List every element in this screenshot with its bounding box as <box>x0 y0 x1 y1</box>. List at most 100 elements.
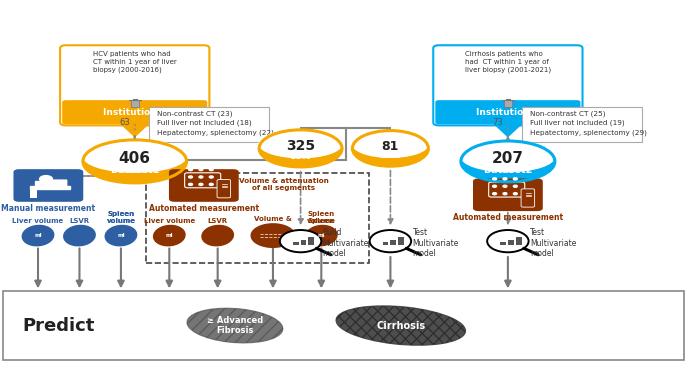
Circle shape <box>503 193 507 195</box>
Ellipse shape <box>251 224 295 247</box>
Text: Test
Multivariate
model: Test Multivariate model <box>530 228 576 258</box>
FancyBboxPatch shape <box>383 242 388 245</box>
Text: Liver volume: Liver volume <box>12 217 64 223</box>
Circle shape <box>209 168 214 171</box>
Text: ml: ml <box>317 233 325 238</box>
Text: Non-contrast CT (25): Non-contrast CT (25) <box>530 110 605 117</box>
Text: 81: 81 <box>381 140 399 153</box>
FancyBboxPatch shape <box>390 240 396 245</box>
FancyBboxPatch shape <box>522 107 642 142</box>
Text: Non-contrast CT (23): Non-contrast CT (23) <box>157 110 232 117</box>
Text: Automated measurement: Automated measurement <box>149 204 259 213</box>
Text: Liver volume: Liver volume <box>144 217 195 223</box>
Text: ml: ml <box>117 233 125 238</box>
FancyBboxPatch shape <box>149 107 269 142</box>
Text: ml: ml <box>165 233 173 238</box>
Text: Full liver not included (19): Full liver not included (19) <box>530 120 625 127</box>
Text: HCV patients who had
CT within 1 year of liver
biopsy (2000-2016): HCV patients who had CT within 1 year of… <box>93 51 177 73</box>
Circle shape <box>503 185 507 187</box>
Ellipse shape <box>461 141 555 182</box>
Circle shape <box>370 230 411 252</box>
Circle shape <box>513 178 518 180</box>
Circle shape <box>209 176 214 178</box>
Ellipse shape <box>352 131 428 166</box>
Ellipse shape <box>83 140 187 183</box>
Text: Full liver not included (18): Full liver not included (18) <box>157 120 252 127</box>
FancyBboxPatch shape <box>30 189 37 198</box>
Text: Institution A: Institution A <box>103 108 167 117</box>
FancyBboxPatch shape <box>60 45 209 125</box>
FancyBboxPatch shape <box>508 240 513 245</box>
Text: 20%: 20% <box>380 151 401 160</box>
Text: Spleen: Spleen <box>307 217 335 223</box>
FancyBboxPatch shape <box>3 291 684 360</box>
Text: Volume & attenuation
of all segments: Volume & attenuation of all segments <box>238 178 328 191</box>
FancyBboxPatch shape <box>131 100 139 107</box>
FancyBboxPatch shape <box>435 100 580 124</box>
Polygon shape <box>493 122 523 137</box>
Ellipse shape <box>461 141 555 171</box>
FancyBboxPatch shape <box>504 100 512 107</box>
Text: Spleen
volume: Spleen volume <box>106 210 135 223</box>
Ellipse shape <box>259 130 342 167</box>
Ellipse shape <box>153 226 185 246</box>
FancyBboxPatch shape <box>14 169 83 202</box>
Text: LSVR: LSVR <box>69 217 90 223</box>
Circle shape <box>189 176 193 178</box>
Polygon shape <box>30 186 70 189</box>
FancyBboxPatch shape <box>217 180 231 198</box>
FancyBboxPatch shape <box>500 242 506 245</box>
Text: 63: 63 <box>119 118 130 127</box>
Ellipse shape <box>64 226 95 246</box>
FancyBboxPatch shape <box>489 182 524 197</box>
Text: Cirrhosis: Cirrhosis <box>376 321 426 331</box>
Circle shape <box>209 183 214 186</box>
FancyBboxPatch shape <box>301 240 306 245</box>
Text: Manual measurement: Manual measurement <box>1 204 95 213</box>
Text: Test
Multivariate
model: Test Multivariate model <box>413 228 459 258</box>
Circle shape <box>199 176 203 178</box>
Text: 73: 73 <box>492 118 503 127</box>
Text: ≥ Advanced
Fibrosis: ≥ Advanced Fibrosis <box>207 316 263 335</box>
Ellipse shape <box>83 140 187 172</box>
Circle shape <box>513 185 518 187</box>
Ellipse shape <box>259 130 342 158</box>
Text: Cirrhosis patients who
had  CT within 1 year of
liver biopsy (2001-2021): Cirrhosis patients who had CT within 1 y… <box>465 51 551 73</box>
Circle shape <box>487 230 529 252</box>
Circle shape <box>513 193 518 195</box>
Ellipse shape <box>202 226 234 246</box>
FancyBboxPatch shape <box>308 237 314 245</box>
Text: LSVR: LSVR <box>207 217 228 223</box>
Circle shape <box>280 230 321 252</box>
Circle shape <box>199 183 203 186</box>
Text: Dataset1: Dataset1 <box>110 165 160 175</box>
Text: Automated measurement: Automated measurement <box>453 213 563 222</box>
Circle shape <box>199 168 203 171</box>
FancyBboxPatch shape <box>184 173 220 188</box>
Circle shape <box>493 185 497 187</box>
Circle shape <box>189 168 193 171</box>
Text: Hepatectomy, splenectomy (29): Hepatectomy, splenectomy (29) <box>530 129 647 136</box>
Ellipse shape <box>305 226 337 246</box>
Text: Spleen
volume: Spleen volume <box>307 210 336 223</box>
Text: Spleen
volume: Spleen volume <box>106 210 135 223</box>
Circle shape <box>189 183 193 186</box>
Text: Institution B: Institution B <box>476 108 540 117</box>
Ellipse shape <box>336 306 466 345</box>
FancyBboxPatch shape <box>515 237 522 245</box>
Circle shape <box>493 178 497 180</box>
FancyBboxPatch shape <box>50 180 67 187</box>
Ellipse shape <box>105 226 137 246</box>
Text: Hepatectomy, splenectomy (22): Hepatectomy, splenectomy (22) <box>157 129 274 136</box>
Text: 325: 325 <box>286 139 315 153</box>
Text: 406: 406 <box>119 151 151 166</box>
Text: 80%: 80% <box>290 152 311 161</box>
FancyBboxPatch shape <box>521 189 535 207</box>
Polygon shape <box>35 181 53 185</box>
FancyBboxPatch shape <box>473 178 542 211</box>
Text: 207: 207 <box>492 151 524 167</box>
Circle shape <box>39 175 53 183</box>
FancyBboxPatch shape <box>293 242 299 245</box>
FancyBboxPatch shape <box>433 45 583 125</box>
Polygon shape <box>120 122 150 137</box>
